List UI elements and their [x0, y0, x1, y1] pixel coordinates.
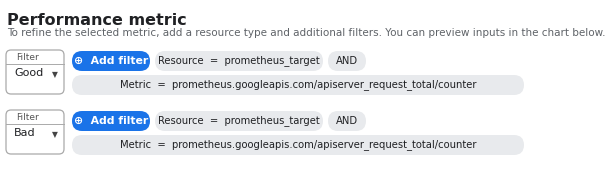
- Text: Resource  =  prometheus_target: Resource = prometheus_target: [158, 116, 320, 126]
- FancyBboxPatch shape: [72, 75, 524, 95]
- FancyBboxPatch shape: [72, 135, 524, 155]
- FancyBboxPatch shape: [328, 51, 366, 71]
- Text: AND: AND: [336, 116, 358, 126]
- FancyBboxPatch shape: [155, 111, 323, 131]
- Text: AND: AND: [336, 56, 358, 66]
- Text: Good: Good: [14, 68, 43, 78]
- FancyBboxPatch shape: [72, 111, 150, 131]
- Text: Resource  =  prometheus_target: Resource = prometheus_target: [158, 56, 320, 67]
- Text: ⊕  Add filter: ⊕ Add filter: [74, 116, 148, 126]
- Text: ▼: ▼: [52, 70, 58, 79]
- Text: ⊕  Add filter: ⊕ Add filter: [74, 56, 148, 66]
- FancyBboxPatch shape: [6, 110, 64, 154]
- Text: Filter: Filter: [16, 53, 38, 62]
- Text: Metric  =  prometheus.googleapis.com/apiserver_request_total/counter: Metric = prometheus.googleapis.com/apise…: [120, 140, 476, 150]
- Text: To refine the selected metric, add a resource type and additional filters. You c: To refine the selected metric, add a res…: [7, 28, 606, 38]
- FancyBboxPatch shape: [6, 50, 64, 94]
- Text: Performance metric: Performance metric: [7, 13, 187, 28]
- Text: Bad: Bad: [14, 128, 35, 138]
- Text: Filter: Filter: [16, 113, 38, 122]
- FancyBboxPatch shape: [328, 111, 366, 131]
- Text: ▼: ▼: [52, 130, 58, 139]
- FancyBboxPatch shape: [155, 51, 323, 71]
- Text: Metric  =  prometheus.googleapis.com/apiserver_request_total/counter: Metric = prometheus.googleapis.com/apise…: [120, 80, 476, 90]
- FancyBboxPatch shape: [72, 51, 150, 71]
